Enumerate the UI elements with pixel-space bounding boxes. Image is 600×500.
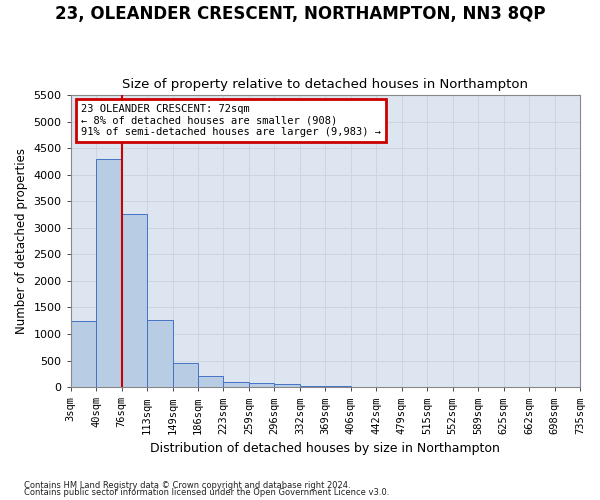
X-axis label: Distribution of detached houses by size in Northampton: Distribution of detached houses by size …	[151, 442, 500, 455]
Bar	[300, 386, 325, 387]
Text: 23 OLEANDER CRESCENT: 72sqm
← 8% of detached houses are smaller (908)
91% of sem: 23 OLEANDER CRESCENT: 72sqm ← 8% of deta…	[81, 104, 381, 137]
Bar	[71, 320, 96, 387]
Bar	[147, 320, 173, 387]
Text: Contains HM Land Registry data © Crown copyright and database right 2024.: Contains HM Land Registry data © Crown c…	[24, 480, 350, 490]
Bar	[198, 376, 223, 387]
Bar	[122, 214, 147, 387]
Bar	[96, 158, 122, 387]
Bar	[274, 384, 300, 387]
Bar	[325, 386, 351, 387]
Bar	[351, 386, 376, 387]
Text: 23, OLEANDER CRESCENT, NORTHAMPTON, NN3 8QP: 23, OLEANDER CRESCENT, NORTHAMPTON, NN3 …	[55, 5, 545, 23]
Bar	[249, 383, 274, 387]
Bar	[223, 382, 249, 387]
Title: Size of property relative to detached houses in Northampton: Size of property relative to detached ho…	[122, 78, 529, 91]
Bar	[173, 362, 198, 387]
Y-axis label: Number of detached properties: Number of detached properties	[15, 148, 28, 334]
Text: Contains public sector information licensed under the Open Government Licence v3: Contains public sector information licen…	[24, 488, 389, 497]
